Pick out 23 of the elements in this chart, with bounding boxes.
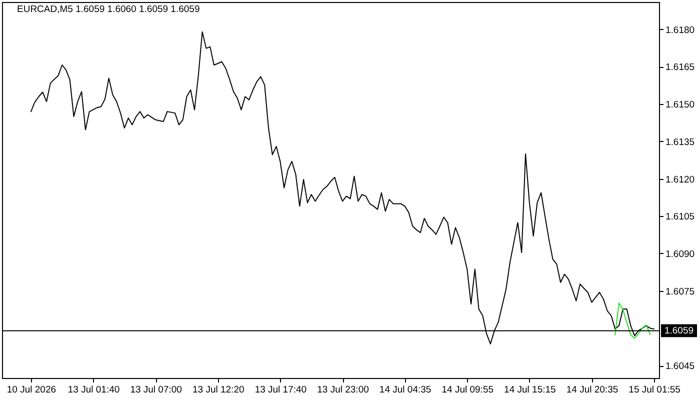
x-tick-label: 13 Jul 17:40	[254, 384, 307, 396]
y-tick-label: 1.6165	[666, 62, 695, 74]
y-tick-label: 1.6150	[666, 100, 695, 111]
x-tick-label: 14 Jul 15:15	[504, 384, 556, 396]
y-tick-label: 1.6045	[666, 361, 695, 372]
x-tick-label: 14 Jul 09:55	[442, 384, 494, 396]
x-tick-label: 13 Jul 12:20	[192, 384, 244, 396]
x-tick-label: 10 Jul 2026	[6, 384, 56, 396]
y-tick-label: 1.6135	[666, 136, 695, 148]
x-tick-label: 13 Jul 01:40	[68, 384, 120, 396]
line-series	[614, 302, 651, 339]
y-tick-label: 1.6120	[666, 174, 695, 186]
x-tick-label: 14 Jul 04:35	[379, 384, 432, 396]
x-tick-label: 13 Jul 07:00	[130, 384, 182, 396]
y-tick-label: 1.6090	[666, 248, 695, 260]
x-tick-label: 15 Jul 01:55	[628, 384, 680, 396]
y-tick-label: 1.6075	[666, 286, 695, 298]
x-tick-label: 13 Jul 23:00	[317, 384, 369, 396]
x-tick-label: 14 Jul 20:35	[566, 384, 618, 396]
y-tick-label: 1.6180	[666, 24, 695, 36]
ref-line-label: 1.6059	[664, 326, 694, 337]
y-tick-label: 1.6105	[666, 212, 695, 223]
chart-title: EURCAD,M5 1.6059 1.6060 1.6059 1.6059	[17, 4, 200, 15]
